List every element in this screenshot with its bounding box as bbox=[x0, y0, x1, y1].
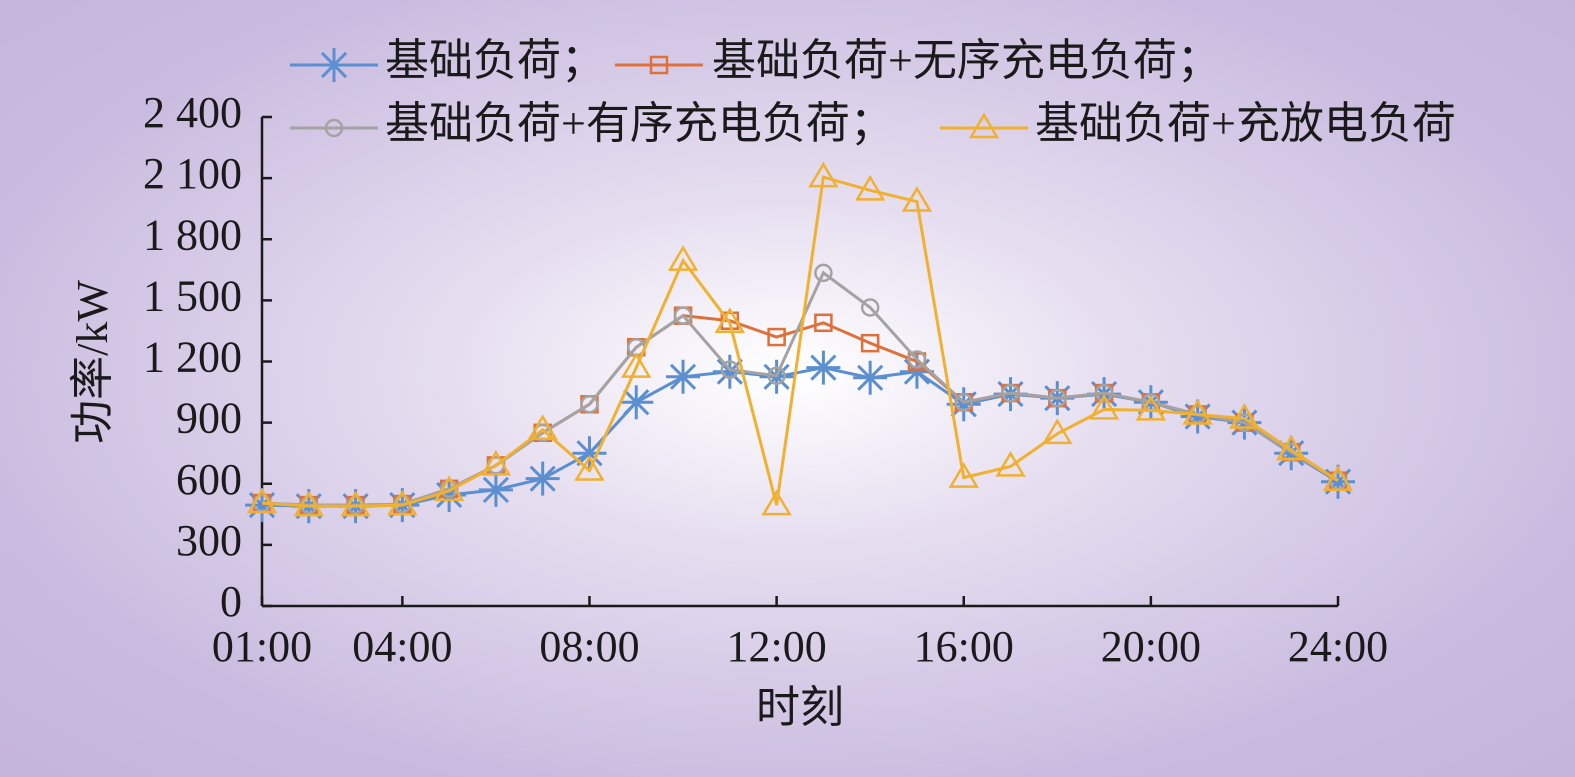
y-tick-label: 300 bbox=[176, 516, 242, 565]
point-marker bbox=[1135, 394, 1167, 421]
x-tick-label: 24:00 bbox=[1288, 622, 1388, 671]
point-marker bbox=[533, 423, 552, 443]
point-marker bbox=[948, 462, 979, 488]
point-marker bbox=[1180, 399, 1215, 434]
legend-marker bbox=[968, 112, 1000, 139]
y-axis-title: 功率/kW bbox=[68, 280, 117, 444]
point-marker bbox=[621, 352, 652, 378]
legend-label: 基础负荷； bbox=[385, 36, 605, 85]
point-marker bbox=[814, 313, 833, 333]
y-tick-label: 2 100 bbox=[143, 149, 242, 198]
point-marker bbox=[340, 490, 371, 517]
x-tick-label: 04:00 bbox=[352, 622, 452, 671]
point-marker bbox=[995, 450, 1026, 477]
point-marker bbox=[853, 360, 888, 395]
series-line bbox=[261, 175, 1339, 508]
legend-label: 基础负荷+充放电负荷 bbox=[1035, 99, 1456, 148]
point-marker bbox=[673, 306, 693, 325]
point-marker bbox=[1182, 399, 1213, 425]
point-marker bbox=[946, 387, 981, 422]
y-tick-label: 600 bbox=[176, 455, 242, 504]
point-marker bbox=[433, 475, 465, 502]
point-marker bbox=[860, 333, 880, 353]
point-marker bbox=[387, 489, 418, 516]
point-marker bbox=[860, 298, 880, 317]
x-tick-label: 16:00 bbox=[914, 622, 1014, 671]
y-tick-label: 0 bbox=[220, 577, 242, 626]
point-marker bbox=[666, 359, 701, 394]
point-marker bbox=[1276, 434, 1307, 461]
y-tick-label: 1 500 bbox=[143, 271, 242, 320]
point-marker bbox=[478, 472, 513, 507]
point-marker bbox=[667, 245, 699, 271]
point-marker bbox=[907, 350, 927, 369]
point-marker bbox=[761, 489, 792, 516]
point-marker bbox=[574, 455, 605, 481]
point-marker bbox=[1321, 464, 1355, 499]
point-marker bbox=[1229, 403, 1260, 429]
point-marker bbox=[525, 461, 560, 496]
x-tick-label: 08:00 bbox=[539, 622, 639, 671]
y-tick-label: 900 bbox=[176, 394, 242, 443]
point-marker bbox=[1042, 418, 1073, 445]
y-tick-label: 1 800 bbox=[143, 210, 242, 259]
point-marker bbox=[580, 395, 599, 414]
y-tick-label: 1 200 bbox=[143, 333, 242, 382]
point-marker bbox=[1048, 388, 1067, 408]
point-marker bbox=[954, 393, 973, 412]
legend-marker bbox=[324, 118, 344, 138]
point-marker bbox=[899, 354, 934, 389]
point-marker bbox=[901, 186, 933, 212]
point-marker bbox=[814, 263, 833, 283]
series-line bbox=[261, 270, 1339, 507]
point-marker bbox=[1088, 393, 1120, 420]
point-marker bbox=[245, 488, 279, 523]
point-marker bbox=[527, 414, 558, 441]
point-marker bbox=[808, 161, 839, 188]
legend-marker bbox=[649, 55, 669, 75]
legend-label: 基础负荷+无序充电负荷； bbox=[712, 36, 1221, 85]
point-marker bbox=[246, 487, 278, 514]
point-marker bbox=[480, 449, 512, 476]
point-marker bbox=[432, 477, 467, 512]
point-marker bbox=[572, 436, 607, 471]
point-marker bbox=[619, 385, 654, 420]
point-marker bbox=[806, 350, 841, 385]
legend-marker bbox=[317, 48, 351, 82]
y-tick-label: 2 400 bbox=[143, 88, 242, 137]
point-marker bbox=[1001, 383, 1020, 403]
point-marker bbox=[714, 307, 746, 334]
x-tick-label: 01:00 bbox=[212, 622, 312, 671]
point-marker bbox=[767, 327, 786, 347]
point-marker bbox=[1094, 383, 1114, 403]
point-marker bbox=[293, 490, 324, 517]
series-line bbox=[261, 366, 1339, 508]
point-marker bbox=[767, 366, 786, 386]
x-axis-title: 时刻 bbox=[756, 683, 844, 732]
x-tick-label: 12:00 bbox=[726, 622, 826, 671]
point-marker bbox=[439, 479, 459, 499]
point-marker bbox=[1322, 465, 1354, 491]
point-marker bbox=[854, 174, 886, 201]
point-marker bbox=[720, 360, 740, 379]
legend-label: 基础负荷+有序充电负荷； bbox=[385, 99, 894, 148]
x-tick-label: 20:00 bbox=[1101, 622, 1201, 671]
point-marker bbox=[712, 354, 747, 389]
